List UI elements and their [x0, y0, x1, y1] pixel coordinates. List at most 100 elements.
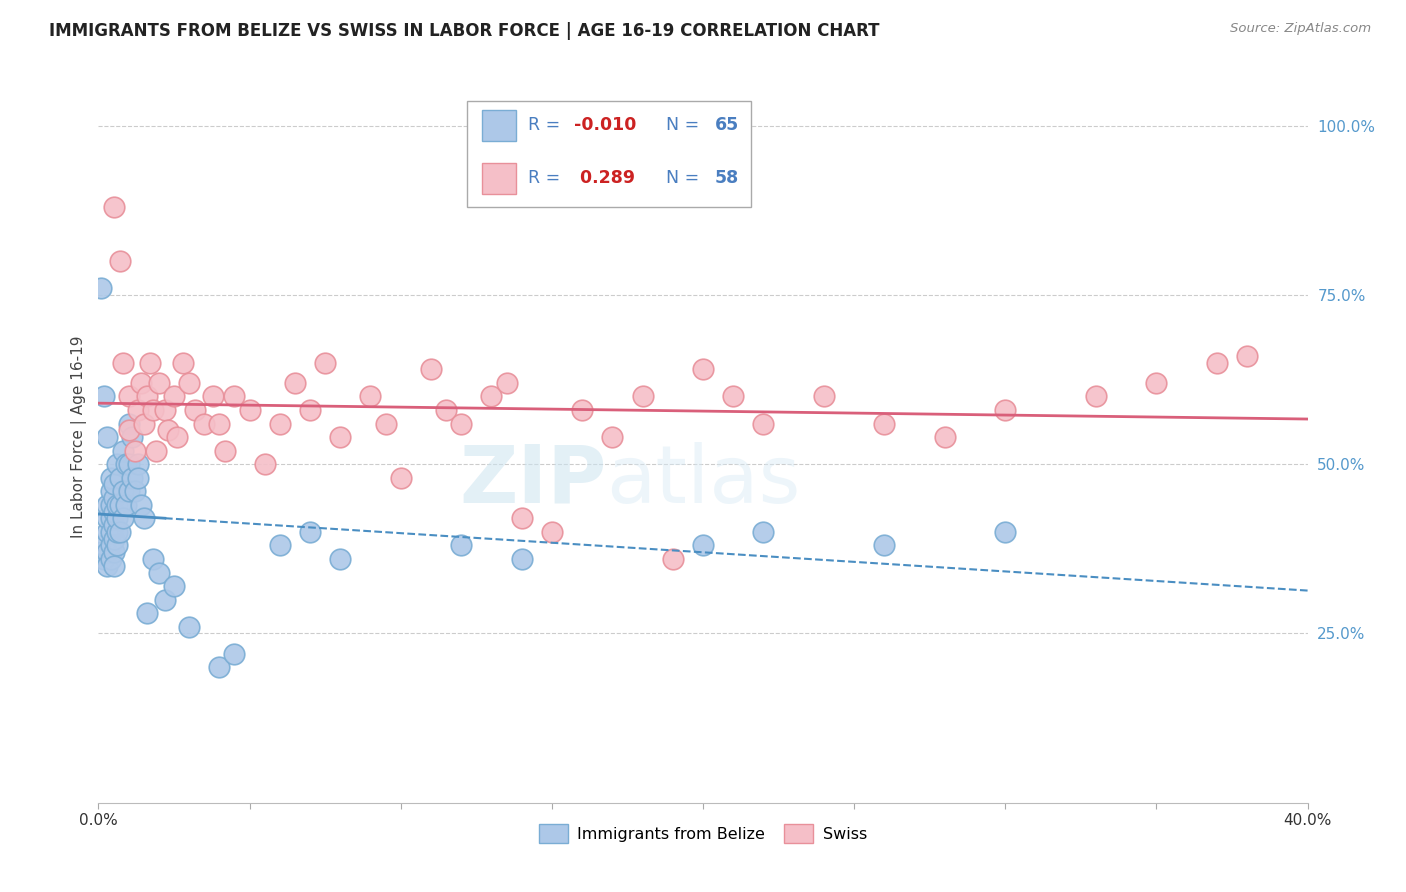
Point [118, 417, 141, 431]
Point [129, 498, 152, 512]
Point [103, 558, 125, 573]
Text: 0.289: 0.289 [574, 169, 634, 187]
Point [434, 403, 457, 417]
Point [100, 484, 122, 499]
Point [994, 524, 1017, 539]
Point [127, 471, 149, 485]
Point [108, 498, 131, 512]
Point [121, 471, 143, 485]
Point [148, 566, 170, 580]
Point [111, 443, 134, 458]
Point [299, 403, 322, 417]
Point [108, 471, 131, 485]
Point [105, 511, 128, 525]
Text: N =: N = [655, 117, 704, 135]
Point [118, 484, 141, 499]
Point [813, 389, 835, 403]
Point [111, 355, 134, 369]
FancyBboxPatch shape [482, 163, 516, 194]
Point [100, 538, 122, 552]
Y-axis label: In Labor Force | Age 16-19: In Labor Force | Age 16-19 [72, 335, 87, 539]
Point [127, 457, 149, 471]
Point [96, 498, 118, 512]
Point [284, 376, 307, 390]
Point [142, 552, 165, 566]
Point [692, 538, 714, 552]
Point [111, 484, 134, 499]
Point [156, 423, 179, 437]
Point [495, 376, 517, 390]
Point [510, 552, 533, 566]
Point [163, 389, 186, 403]
Point [163, 579, 186, 593]
Point [269, 538, 291, 552]
Point [90, 545, 112, 559]
Point [100, 511, 122, 525]
Point [329, 552, 352, 566]
Point [179, 620, 201, 634]
Point [329, 430, 352, 444]
Point [121, 430, 143, 444]
Point [450, 538, 472, 552]
Point [1085, 389, 1108, 403]
Point [108, 524, 131, 539]
Point [93, 389, 115, 403]
Point [153, 403, 176, 417]
Point [103, 477, 125, 491]
Point [100, 552, 122, 566]
Legend: Immigrants from Belize, Swiss: Immigrants from Belize, Swiss [533, 817, 873, 850]
Text: R =: R = [527, 169, 565, 187]
Point [1236, 349, 1258, 363]
Point [994, 403, 1017, 417]
Point [118, 423, 141, 437]
Point [132, 511, 155, 525]
Point [873, 538, 896, 552]
Point [214, 443, 236, 458]
Point [510, 511, 533, 525]
Point [103, 532, 125, 546]
Point [135, 606, 157, 620]
Point [420, 362, 443, 376]
Point [202, 389, 225, 403]
Point [723, 389, 745, 403]
Text: R =: R = [527, 117, 565, 135]
Point [135, 389, 157, 403]
Point [90, 281, 112, 295]
Point [142, 403, 165, 417]
Point [108, 254, 131, 268]
Point [105, 538, 128, 552]
Text: IMMIGRANTS FROM BELIZE VS SWISS IN LABOR FORCE | AGE 16-19 CORRELATION CHART: IMMIGRANTS FROM BELIZE VS SWISS IN LABOR… [49, 22, 880, 40]
Point [103, 200, 125, 214]
Point [103, 491, 125, 505]
FancyBboxPatch shape [467, 101, 751, 207]
Point [208, 417, 231, 431]
Point [1206, 355, 1229, 369]
Point [269, 417, 291, 431]
Point [96, 545, 118, 559]
Point [752, 524, 775, 539]
Point [253, 457, 276, 471]
Point [193, 417, 215, 431]
Point [752, 417, 775, 431]
Point [692, 362, 714, 376]
Point [153, 592, 176, 607]
Point [127, 403, 149, 417]
Point [114, 457, 136, 471]
Point [118, 457, 141, 471]
Point [172, 355, 194, 369]
Point [139, 355, 162, 369]
Point [389, 471, 412, 485]
FancyBboxPatch shape [482, 110, 516, 141]
Point [481, 389, 503, 403]
Point [450, 417, 472, 431]
Point [179, 376, 201, 390]
Point [96, 430, 118, 444]
Point [873, 417, 896, 431]
Point [105, 524, 128, 539]
Point [166, 430, 188, 444]
Point [224, 389, 246, 403]
Point [93, 552, 115, 566]
Point [145, 443, 167, 458]
Point [100, 498, 122, 512]
Point [374, 417, 396, 431]
